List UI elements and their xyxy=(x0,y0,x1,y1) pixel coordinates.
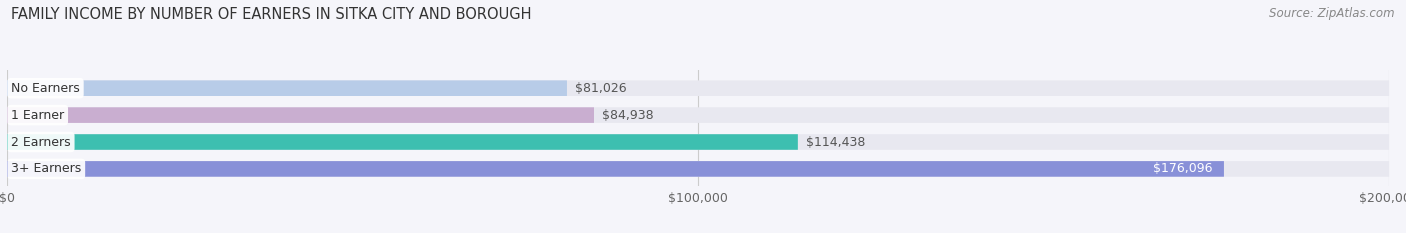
Text: $176,096: $176,096 xyxy=(1153,162,1213,175)
FancyBboxPatch shape xyxy=(7,134,797,150)
FancyBboxPatch shape xyxy=(7,161,1225,177)
Text: $114,438: $114,438 xyxy=(806,136,866,148)
FancyBboxPatch shape xyxy=(7,80,1389,96)
Text: 2 Earners: 2 Earners xyxy=(11,136,70,148)
Text: Source: ZipAtlas.com: Source: ZipAtlas.com xyxy=(1270,7,1395,20)
FancyBboxPatch shape xyxy=(7,107,593,123)
FancyBboxPatch shape xyxy=(7,134,1389,150)
Text: No Earners: No Earners xyxy=(11,82,80,95)
FancyBboxPatch shape xyxy=(7,161,1389,177)
FancyBboxPatch shape xyxy=(7,80,567,96)
FancyBboxPatch shape xyxy=(7,107,1389,123)
Text: 3+ Earners: 3+ Earners xyxy=(11,162,82,175)
Text: 1 Earner: 1 Earner xyxy=(11,109,65,122)
Text: FAMILY INCOME BY NUMBER OF EARNERS IN SITKA CITY AND BOROUGH: FAMILY INCOME BY NUMBER OF EARNERS IN SI… xyxy=(11,7,531,22)
Text: $81,026: $81,026 xyxy=(575,82,627,95)
Text: $84,938: $84,938 xyxy=(602,109,654,122)
